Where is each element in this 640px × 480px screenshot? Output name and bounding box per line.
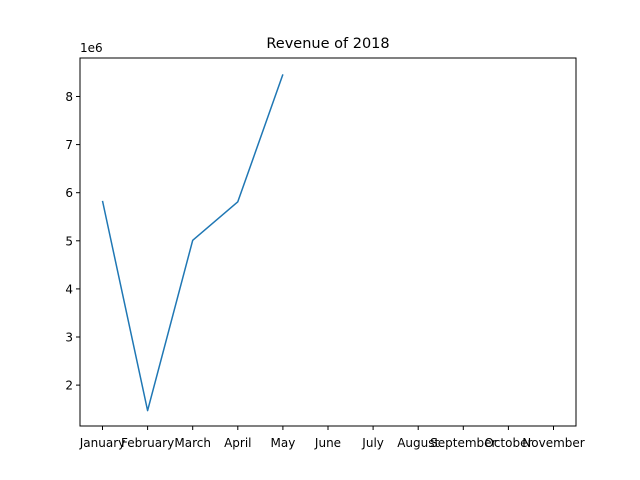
y-tick-label: 3 <box>65 331 73 345</box>
x-tick-label: June <box>314 436 341 450</box>
x-tick-label: July <box>361 436 384 450</box>
x-tick-label: May <box>270 436 295 450</box>
y-tick-label: 7 <box>65 138 73 152</box>
chart-title: Revenue of 2018 <box>266 36 389 52</box>
y-tick-label: 5 <box>65 234 73 248</box>
y-tick-label: 4 <box>65 282 73 296</box>
y-offset-label: 1e6 <box>80 41 103 55</box>
x-tick-label: August <box>397 436 439 450</box>
y-tick-label: 6 <box>65 186 73 200</box>
x-tick-label: April <box>224 436 251 450</box>
x-tick-label: March <box>174 436 211 450</box>
x-tick-label: January <box>79 436 126 450</box>
y-tick-label: 8 <box>65 90 73 104</box>
x-tick-label: February <box>121 436 174 450</box>
y-tick-label: 2 <box>65 379 73 393</box>
x-tick-label: November <box>522 436 584 450</box>
series-line <box>101 74 284 412</box>
axes-frame <box>79 57 577 427</box>
x-tick-label: October <box>484 436 532 450</box>
x-tick-label: September <box>430 436 496 450</box>
